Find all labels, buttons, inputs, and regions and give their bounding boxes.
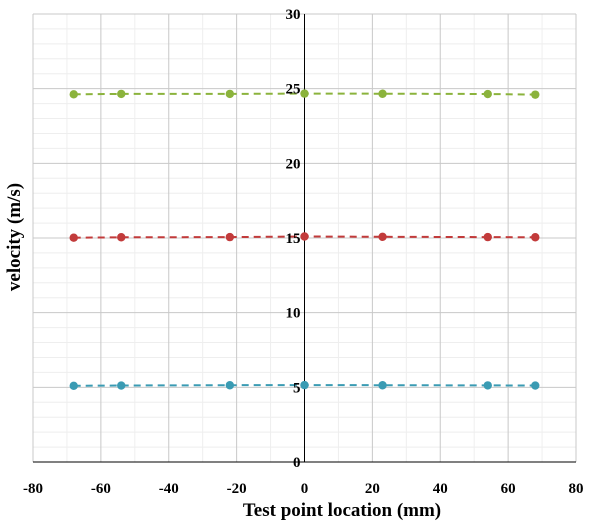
y-tick-label: 15 <box>286 231 301 247</box>
x-tick-label: 80 <box>569 481 584 497</box>
data-point <box>117 89 126 99</box>
y-tick-label: 30 <box>286 7 301 23</box>
x-tick-label: -40 <box>159 481 179 497</box>
data-point <box>378 89 387 98</box>
y-axis-title: velocity (m/s) <box>4 183 25 291</box>
x-tick-label: 20 <box>365 481 380 497</box>
data-point <box>483 232 492 242</box>
x-tick-label: 0 <box>301 481 309 497</box>
data-point <box>531 381 540 390</box>
data-point <box>117 233 126 242</box>
y-tick-label: 0 <box>293 455 301 471</box>
series-layer <box>69 89 540 391</box>
data-point <box>483 89 492 99</box>
y-tick-label: 10 <box>286 306 301 322</box>
y-tick-label: 5 <box>293 380 301 396</box>
data-point <box>69 381 78 391</box>
data-point <box>378 381 387 390</box>
data-point <box>300 232 309 241</box>
data-point <box>225 232 235 242</box>
x-tick-label: -60 <box>91 481 111 497</box>
data-point <box>300 89 309 98</box>
data-point <box>378 232 387 242</box>
x-axis-title: Test point location (mm) <box>243 500 441 521</box>
x-tick-label: -80 <box>23 481 43 497</box>
data-point <box>225 89 235 99</box>
x-tick-label: 40 <box>433 481 448 497</box>
data-point <box>69 233 78 242</box>
data-point <box>531 233 540 242</box>
y-tick-label: 20 <box>286 156 301 172</box>
data-point <box>117 381 126 390</box>
x-tick-label: 60 <box>501 481 516 497</box>
y-tick-label: 25 <box>286 82 301 98</box>
data-point <box>483 381 492 390</box>
x-tick-label: -20 <box>227 481 247 497</box>
data-point <box>531 90 540 99</box>
data-point <box>225 381 235 390</box>
data-point <box>69 90 78 99</box>
tick-labels: -80 -60 -40 -20 0 20 40 60 80 0 5 10 15 20 25 30 <box>23 7 584 497</box>
data-point <box>300 380 309 390</box>
